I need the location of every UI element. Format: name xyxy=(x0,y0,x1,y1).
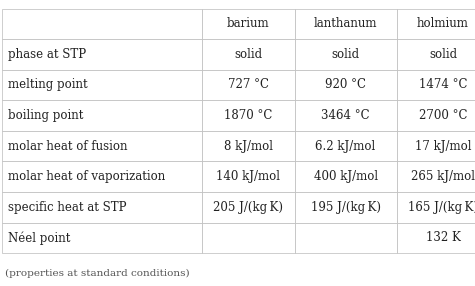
Bar xyxy=(2,131,202,161)
Text: 1474 °C: 1474 °C xyxy=(418,78,467,92)
Text: melting point: melting point xyxy=(8,78,88,92)
Bar xyxy=(2,161,202,192)
Bar xyxy=(397,131,475,161)
Text: 140 kJ/mol: 140 kJ/mol xyxy=(216,170,280,183)
Bar xyxy=(397,223,475,253)
Bar xyxy=(294,100,397,131)
Bar xyxy=(294,70,397,100)
Text: solid: solid xyxy=(429,48,457,61)
Bar xyxy=(397,39,475,70)
Text: molar heat of vaporization: molar heat of vaporization xyxy=(8,170,165,183)
Bar xyxy=(397,70,475,100)
Text: specific heat at STP: specific heat at STP xyxy=(8,201,126,214)
Bar xyxy=(202,223,294,253)
Bar xyxy=(294,131,397,161)
Text: Néel point: Néel point xyxy=(8,231,70,245)
Text: 195 J/(kg K): 195 J/(kg K) xyxy=(311,201,380,214)
Text: 400 kJ/mol: 400 kJ/mol xyxy=(314,170,378,183)
Text: solid: solid xyxy=(332,48,360,61)
Text: 727 °C: 727 °C xyxy=(228,78,269,92)
Bar xyxy=(202,100,294,131)
Bar xyxy=(2,9,202,39)
Text: 165 J/(kg K): 165 J/(kg K) xyxy=(408,201,475,214)
Bar xyxy=(202,192,294,223)
Text: holmium: holmium xyxy=(417,17,469,30)
Bar xyxy=(202,161,294,192)
Text: 3464 °C: 3464 °C xyxy=(321,109,370,122)
Text: phase at STP: phase at STP xyxy=(8,48,86,61)
Bar xyxy=(2,39,202,70)
Text: 205 J/(kg K): 205 J/(kg K) xyxy=(213,201,283,214)
Text: 1870 °C: 1870 °C xyxy=(224,109,272,122)
Bar xyxy=(294,192,397,223)
Text: 8 kJ/mol: 8 kJ/mol xyxy=(224,140,273,153)
Text: 920 °C: 920 °C xyxy=(325,78,366,92)
Bar xyxy=(397,9,475,39)
Bar xyxy=(397,192,475,223)
Bar xyxy=(2,192,202,223)
Bar xyxy=(2,223,202,253)
Bar xyxy=(202,9,294,39)
Text: boiling point: boiling point xyxy=(8,109,84,122)
Bar xyxy=(397,161,475,192)
Bar xyxy=(2,70,202,100)
Bar xyxy=(2,100,202,131)
Text: barium: barium xyxy=(227,17,269,30)
Bar xyxy=(294,161,397,192)
Text: lanthanum: lanthanum xyxy=(314,17,377,30)
Bar xyxy=(202,70,294,100)
Text: molar heat of fusion: molar heat of fusion xyxy=(8,140,128,153)
Bar xyxy=(294,223,397,253)
Text: solid: solid xyxy=(234,48,262,61)
Bar xyxy=(202,39,294,70)
Bar xyxy=(202,131,294,161)
Bar xyxy=(294,9,397,39)
Bar xyxy=(294,39,397,70)
Text: 17 kJ/mol: 17 kJ/mol xyxy=(415,140,471,153)
Bar xyxy=(397,100,475,131)
Text: 132 K: 132 K xyxy=(426,231,460,244)
Text: 6.2 kJ/mol: 6.2 kJ/mol xyxy=(315,140,376,153)
Text: 2700 °C: 2700 °C xyxy=(418,109,467,122)
Text: 265 kJ/mol: 265 kJ/mol xyxy=(411,170,475,183)
Text: (properties at standard conditions): (properties at standard conditions) xyxy=(5,269,190,278)
